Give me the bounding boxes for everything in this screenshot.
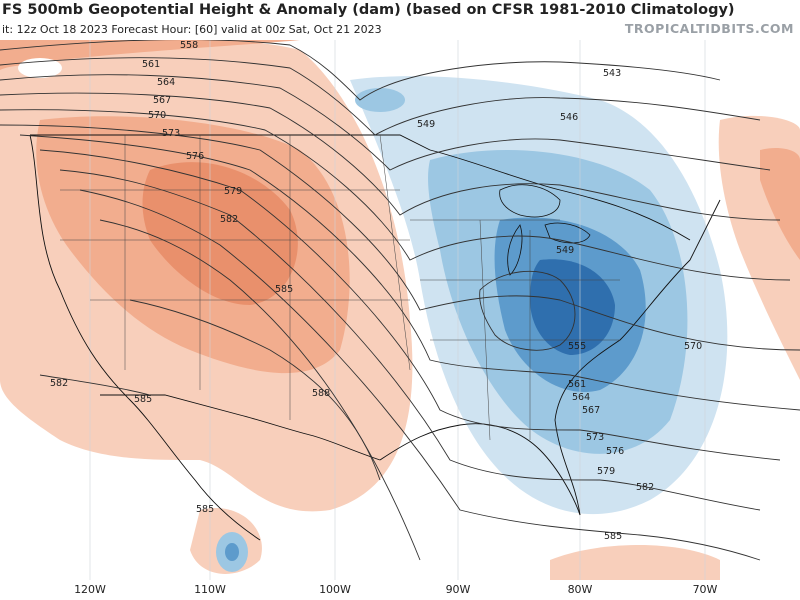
contour-labels: 558 561 564 567 570 573 576 579 582 585 …: [50, 40, 702, 542]
contour-label: 549: [556, 245, 574, 256]
weather-map: 558 561 564 567 570 573 576 579 582 585 …: [0, 40, 800, 580]
contour-label: 546: [560, 112, 578, 123]
contour-label: 561: [142, 59, 160, 70]
contour-label: 585: [275, 284, 293, 295]
contour-label: 585: [604, 531, 622, 542]
contour-label: 567: [153, 95, 171, 106]
map-title: FS 500mb Geopotential Height & Anomaly (…: [2, 2, 735, 18]
contour-label: 585: [134, 394, 152, 405]
contour-label: 573: [586, 432, 604, 443]
map-subtitle: it: 12z Oct 18 2023 Forecast Hour: [60] …: [2, 23, 382, 36]
longitude-label: 100W: [319, 583, 351, 596]
contour-label: 585: [196, 504, 214, 515]
state-borders: [60, 134, 620, 441]
contour-label: 570: [684, 341, 702, 352]
contour-label: 573: [162, 128, 180, 139]
contour-label: 567: [582, 405, 600, 416]
contour-label: 564: [157, 77, 175, 88]
longitude-label: 80W: [567, 583, 593, 596]
longitude-label: 90W: [445, 583, 471, 596]
longitude-label: 110W: [194, 583, 226, 596]
contour-label: 549: [417, 119, 435, 130]
contour-label: 555: [568, 341, 586, 352]
pacific-low-feature: [216, 532, 248, 572]
contour-label: 561: [568, 379, 586, 390]
height-contours: [0, 40, 800, 561]
contour-label: 588: [312, 388, 330, 399]
contour-label: 564: [572, 392, 590, 403]
brand-watermark: TROPICALTIDBITS.COM: [624, 21, 794, 36]
contour-label: 576: [186, 151, 204, 162]
contour-label: 558: [180, 40, 198, 51]
contour-label: 582: [50, 378, 68, 389]
contour-label: 582: [220, 214, 238, 225]
contour-label: 579: [224, 186, 242, 197]
contour-label: 543: [603, 68, 621, 79]
contour-label: 576: [606, 446, 624, 457]
contour-label: 579: [597, 466, 615, 477]
longitude-label: 120W: [74, 583, 106, 596]
great-lakes: [499, 184, 591, 276]
longitude-label: 70W: [692, 583, 718, 596]
contour-label: 570: [148, 110, 166, 121]
graticule: [89, 40, 706, 580]
contour-label: 582: [636, 482, 654, 493]
longitude-axis: 120W 110W 100W 90W 80W 70W: [0, 580, 800, 600]
header: FS 500mb Geopotential Height & Anomaly (…: [0, 0, 800, 40]
